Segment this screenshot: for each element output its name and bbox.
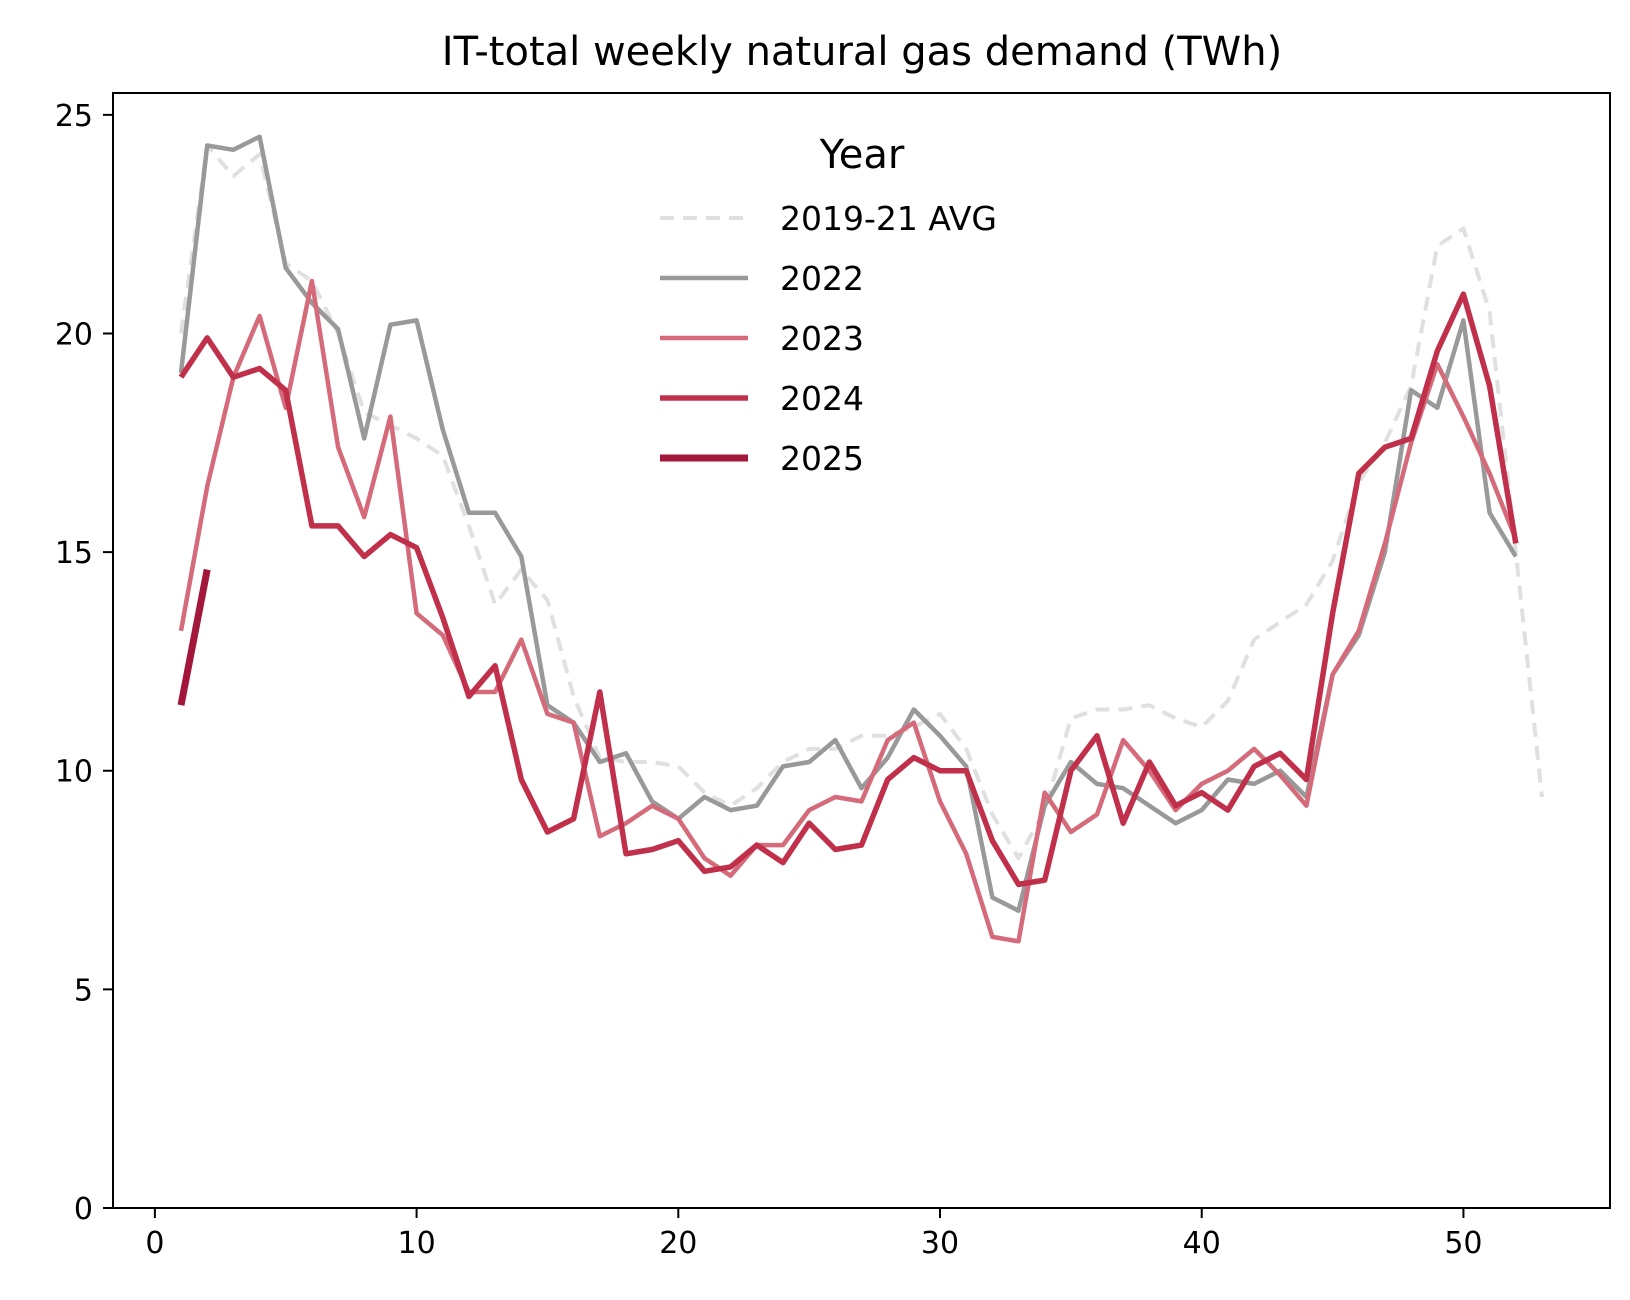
- x-tick-label: 20: [659, 1226, 697, 1261]
- x-tick-label: 40: [1183, 1226, 1221, 1261]
- x-tick-label: 50: [1444, 1226, 1482, 1261]
- series-line-2023: [178, 278, 1518, 944]
- plot-frame: [112, 92, 1611, 1209]
- y-tick-label: 10: [55, 755, 93, 790]
- y-tick-label: 25: [55, 99, 93, 134]
- x-tick-label: 30: [921, 1226, 959, 1261]
- y-tick-label: 20: [55, 317, 93, 352]
- y-tick-label: 0: [74, 1192, 93, 1227]
- series-group: [177, 134, 1544, 944]
- legend-label: 2024: [780, 379, 864, 418]
- x-tick-label: 0: [145, 1226, 164, 1261]
- y-tick-label: 15: [55, 536, 93, 571]
- series-line-2022: [178, 134, 1518, 913]
- y-tick-label: 5: [74, 973, 93, 1008]
- legend-label: 2023: [780, 319, 864, 358]
- series-line-2019-21-avg: [179, 143, 1544, 861]
- chart-title: IT-total weekly natural gas demand (TWh): [442, 29, 1282, 75]
- legend: Year 2019-21 AVG 2022 2023 2024 2025: [660, 132, 997, 478]
- legend-label: 2025: [780, 439, 864, 478]
- legend-label: 2019-21 AVG: [780, 199, 997, 238]
- series-line-2025: [177, 568, 211, 706]
- legend-label: 2022: [780, 259, 864, 298]
- x-tick-label: 10: [397, 1226, 435, 1261]
- series-line-2024: [178, 291, 1519, 888]
- legend-title: Year: [819, 132, 905, 178]
